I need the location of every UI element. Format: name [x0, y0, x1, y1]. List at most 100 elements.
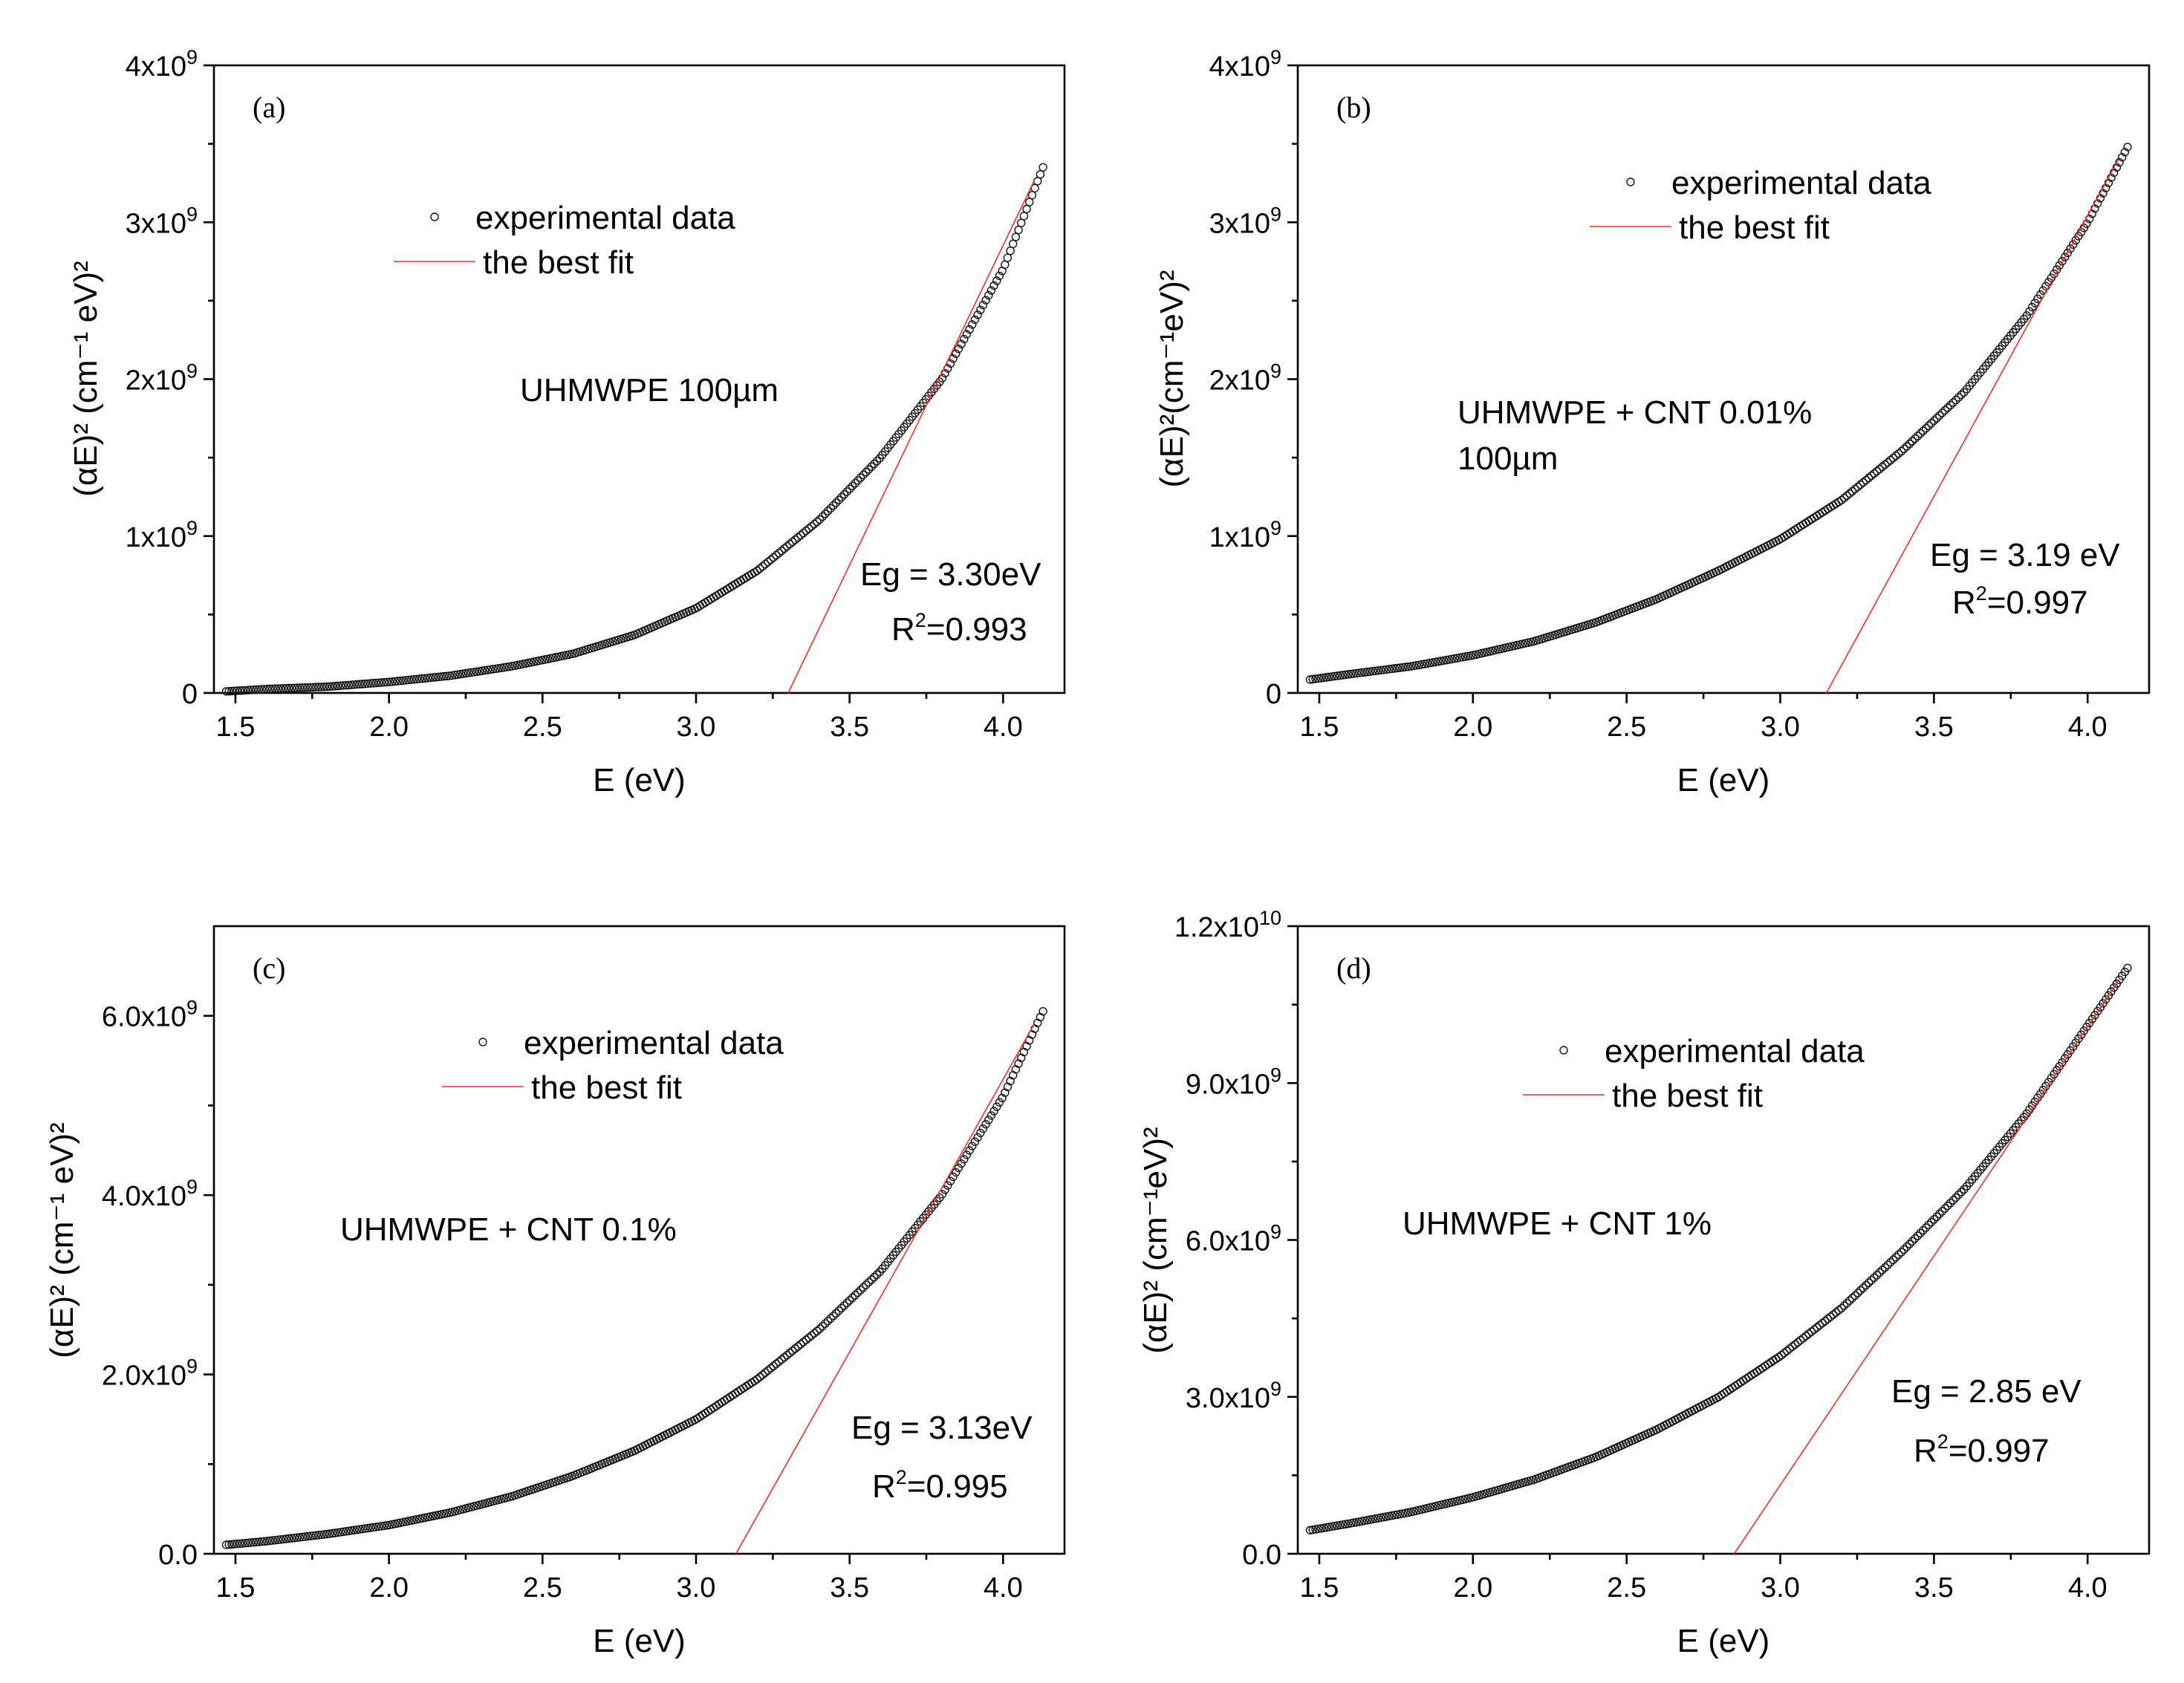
data-point: [867, 462, 876, 471]
data-point: [1336, 1520, 1345, 1530]
plot-frame: [212, 925, 1066, 1555]
data-point: [1847, 486, 1857, 496]
data-point: [851, 1291, 859, 1300]
data-point: [306, 1531, 315, 1540]
data-point: [464, 668, 473, 677]
data-point: [1354, 668, 1364, 677]
legend: experimental data the best fit: [1523, 1033, 1865, 1114]
data-point: [1937, 408, 1947, 417]
data-point: [1870, 1273, 1879, 1282]
data-point: [989, 1107, 998, 1116]
data-point: [241, 686, 250, 695]
x-axis-label: E (eV): [1677, 762, 1770, 798]
data-point: [1888, 453, 1898, 463]
x-axis-label: E (eV): [593, 762, 686, 798]
y-axis-label: (αE)² (cm⁻¹eV)²: [1137, 1127, 1174, 1353]
r-squared-symbol: R: [1952, 585, 1976, 621]
data-point: [851, 479, 859, 488]
data-point: [1932, 1212, 1942, 1221]
data-point: [826, 504, 835, 513]
data-point: [429, 673, 438, 682]
data-point: [823, 1316, 833, 1326]
data-point: [1883, 458, 1892, 467]
r-squared-symbol: R: [1914, 1433, 1937, 1469]
data-point: [949, 1172, 958, 1182]
data-point: [1008, 239, 1018, 248]
legend-marker: [1626, 178, 1635, 186]
y-tick-exponent: 9: [1270, 360, 1281, 382]
data-point: [440, 671, 449, 681]
data-point: [813, 1326, 822, 1335]
data-point: [1856, 480, 1865, 489]
data-point: [1780, 1348, 1789, 1358]
data-point: [1878, 1266, 1887, 1275]
data-point: [782, 541, 792, 551]
data-point: [458, 669, 468, 678]
r-squared-symbol: R: [872, 1468, 896, 1505]
data-point: [1924, 421, 1934, 430]
data-point: [481, 665, 490, 675]
data-point: [276, 1535, 285, 1544]
data-point: [336, 681, 345, 690]
data-point: [839, 1301, 849, 1310]
data-point: [1349, 1518, 1358, 1527]
y-tick-label: 0.0: [1242, 1540, 1281, 1571]
data-point: [1897, 1248, 1906, 1257]
y-tick-label: 4x109: [126, 46, 198, 82]
legend-marker: [1559, 1046, 1568, 1055]
data-point: [287, 683, 296, 693]
data-point: [1813, 1323, 1821, 1332]
data-point: [2066, 244, 2075, 253]
data-point: [2060, 253, 2070, 261]
data-point: [350, 680, 359, 689]
data-point: [282, 1534, 290, 1543]
data-point: [826, 1314, 835, 1323]
data-point: [2112, 163, 2122, 172]
data-point: [442, 671, 452, 680]
y-tick-label: 2x109: [126, 360, 198, 397]
y-tick-exponent: 9: [1270, 1378, 1281, 1400]
data-point: [1932, 414, 1942, 423]
data-point: [1897, 446, 1906, 456]
data-point: [984, 290, 993, 300]
data-point: [2123, 963, 2132, 973]
data-point: [1455, 653, 1465, 663]
y-tick-exponent: 9: [186, 203, 198, 225]
data-point: [1937, 1207, 1947, 1216]
x-tick-label: 3.0: [1761, 1572, 1800, 1604]
y-tick-label: 0.0: [158, 1540, 198, 1571]
data-point: [262, 685, 272, 694]
data-point: [1954, 1190, 1963, 1199]
data-point: [371, 678, 380, 688]
data-point: [238, 1539, 247, 1548]
r-squared-exponent: 2: [1937, 1430, 1949, 1453]
data-point: [1818, 1318, 1827, 1328]
data-point: [802, 1335, 810, 1344]
sample-label: UHMWPE + CNT 1%: [1403, 1205, 1712, 1242]
panel-label: (a): [253, 91, 285, 124]
data-point: [823, 507, 833, 515]
data-point: [293, 1533, 302, 1542]
data-point: [790, 1344, 800, 1353]
data-point: [831, 1309, 841, 1318]
data-point: [363, 1523, 372, 1533]
data-point: [328, 682, 337, 691]
panel-label: (b): [1336, 91, 1371, 124]
data-point: [260, 685, 269, 694]
data-point: [1341, 670, 1350, 680]
x-tick-label: 3.5: [1914, 712, 1954, 743]
data-point: [854, 476, 862, 485]
data-point: [1793, 1338, 1802, 1347]
data-point: [502, 663, 511, 671]
legend: experimental data the best fit: [394, 200, 735, 281]
data-point: [227, 686, 236, 696]
data-point: [845, 1296, 854, 1305]
data-point: [450, 671, 460, 680]
y-tick-mantissa: 3.0x10: [1186, 1383, 1270, 1414]
panel-a: 1.5 2.0 2.5 3.0 3.5 4.001x1092x1093x1094x109E…: [68, 46, 1066, 798]
panel-label: (c): [253, 951, 285, 985]
data-point: [355, 1525, 364, 1534]
data-point: [2063, 248, 2073, 258]
data-point: [254, 685, 264, 694]
data-point: [1374, 666, 1383, 675]
